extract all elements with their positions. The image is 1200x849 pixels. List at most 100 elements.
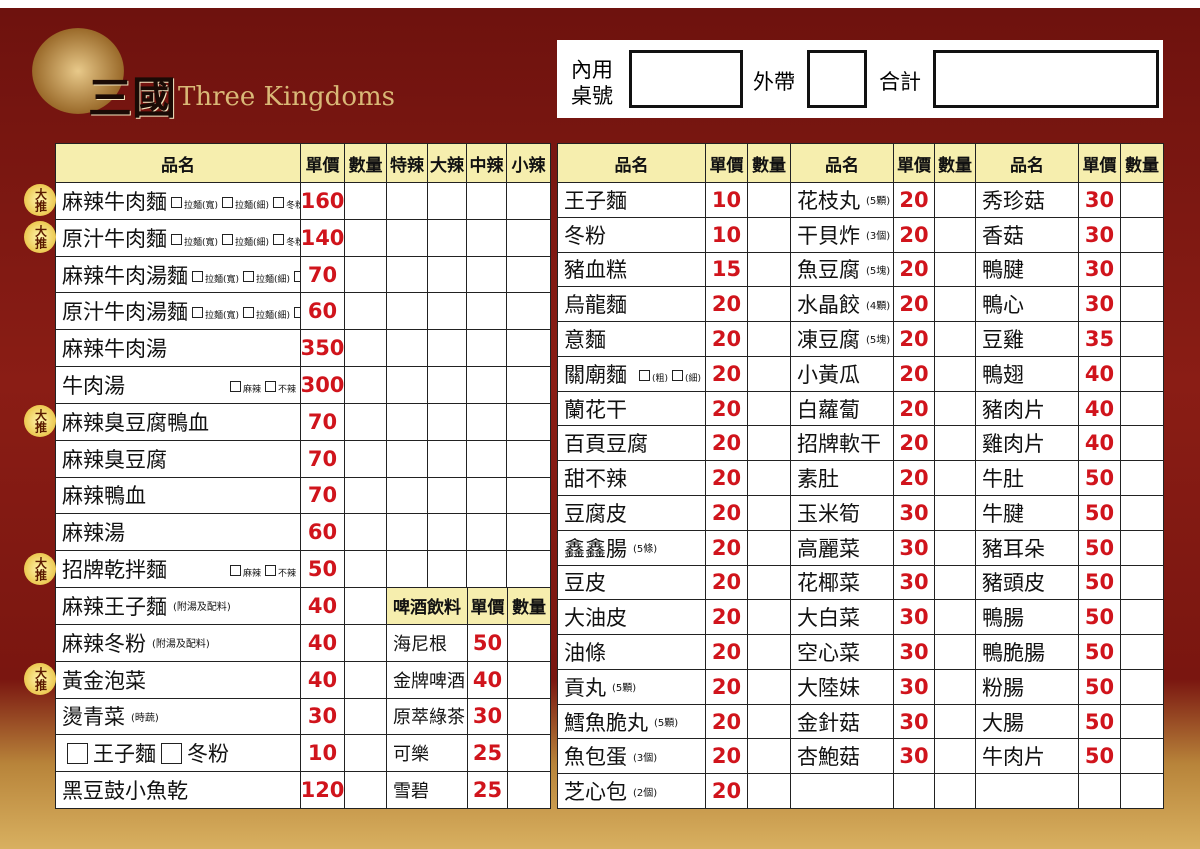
item-note: (5顆) xyxy=(866,196,891,208)
badge: 大推 xyxy=(24,221,56,254)
item-name: 鴨心 xyxy=(975,286,1079,323)
item-price: 20 xyxy=(893,182,935,218)
drink-price: 25 xyxy=(467,734,508,773)
qty-cell xyxy=(1120,599,1164,636)
qty-cell xyxy=(934,286,976,323)
item-note: (3個) xyxy=(633,752,658,764)
item-price: 20 xyxy=(705,668,748,705)
checkbox xyxy=(264,381,276,393)
spice-cell xyxy=(466,513,507,552)
item-name: 豬血糕 xyxy=(557,251,706,288)
header-cell: 單價 xyxy=(893,143,935,183)
item-name: 麻辣冬粉 (附湯及配料) xyxy=(55,623,301,662)
checkbox xyxy=(273,233,285,245)
qty-cell xyxy=(344,623,387,662)
item-name: 烏龍麵 xyxy=(557,286,706,323)
drink-name: 海尼根 xyxy=(386,623,468,662)
item-price: 40 xyxy=(300,660,345,699)
qty-cell xyxy=(934,251,976,288)
item-name: 雞肉片 xyxy=(975,425,1079,462)
item-price: 70 xyxy=(300,402,345,441)
logo-en: Three Kingdoms xyxy=(178,82,395,112)
item-price: 20 xyxy=(705,460,748,496)
spice-cell xyxy=(466,329,507,368)
qty-cell xyxy=(507,734,551,773)
item-note: (附湯及配料) xyxy=(173,602,231,614)
item-name: 燙青菜 (時蔬) xyxy=(55,697,301,736)
spice-cell xyxy=(386,218,428,257)
item-price: 140 xyxy=(300,218,345,257)
item-price: 40 xyxy=(1078,390,1121,427)
spice-cell xyxy=(506,218,551,257)
checkbox xyxy=(229,381,241,393)
qty-cell xyxy=(747,460,791,496)
item-name: 蘭花干 xyxy=(557,390,706,427)
item-name: 招牌軟干 xyxy=(790,425,894,462)
item-price: 70 xyxy=(300,476,345,515)
item-price: 15 xyxy=(705,251,748,288)
options: 拉麵(寬) 拉麵(細) 冬粉 xyxy=(167,189,300,213)
drink-price: 25 xyxy=(467,771,508,809)
item-price: 40 xyxy=(1078,355,1121,392)
item-price: 20 xyxy=(705,529,748,566)
item-note: (5顆) xyxy=(654,718,679,730)
spice-cell xyxy=(386,366,428,404)
item-note: (5塊) xyxy=(866,335,891,347)
header-cell: 數量 xyxy=(344,143,387,183)
header-cell: 數量 xyxy=(1120,143,1164,183)
qty-cell xyxy=(747,599,791,636)
spice-cell xyxy=(466,439,507,478)
table-no-label: 桌號 xyxy=(571,84,613,108)
option: (粗) xyxy=(651,373,668,384)
spice-cell xyxy=(506,182,551,220)
option: 拉麵(細) xyxy=(256,274,291,285)
option: 冬粉 xyxy=(286,237,300,248)
qty-cell xyxy=(747,703,791,740)
spice-cell xyxy=(386,402,428,441)
qty-cell xyxy=(747,529,791,566)
takeout-field[interactable] xyxy=(807,50,867,108)
option: 拉麵(寬) xyxy=(184,237,219,248)
qty-cell xyxy=(1120,634,1164,670)
option: 麻辣 xyxy=(242,569,261,580)
item-name: 大白菜 xyxy=(790,599,894,636)
table-no-field[interactable] xyxy=(629,50,743,108)
item-name: 鴨腸 xyxy=(975,599,1079,636)
empty-cell xyxy=(790,773,894,809)
spice-cell xyxy=(466,476,507,515)
item-name: 干貝炸 (3個) xyxy=(790,216,894,253)
choice: 王子麵 xyxy=(93,742,156,767)
item-price: 30 xyxy=(893,529,935,566)
qty-cell xyxy=(1120,564,1164,601)
qty-cell xyxy=(1120,216,1164,253)
item-name: 杏鮑菇 xyxy=(790,738,894,775)
dine-in-label: 內用 xyxy=(571,58,613,82)
item-name: 大腸 xyxy=(975,703,1079,740)
spice-cell xyxy=(427,182,467,220)
spice-cell xyxy=(466,402,507,441)
qty-cell xyxy=(1120,251,1164,288)
qty-cell xyxy=(747,182,791,218)
spice-cell xyxy=(427,329,467,368)
qty-cell xyxy=(747,355,791,392)
item-note: (附湯及配料) xyxy=(152,639,210,651)
item-price: 30 xyxy=(300,697,345,736)
item-note: (5條) xyxy=(633,544,658,556)
spice-cell xyxy=(427,439,467,478)
item-price: 35 xyxy=(1078,321,1121,357)
item-name: 意麵 xyxy=(557,321,706,357)
spice-cell xyxy=(506,476,551,515)
option: 拉麵(寬) xyxy=(205,274,240,285)
item-name: 豬肉片 xyxy=(975,390,1079,427)
item-price: 60 xyxy=(300,513,345,552)
item-name: 芝心包 (2個) xyxy=(557,773,706,809)
item-price: 50 xyxy=(1078,529,1121,566)
choice: 冬粉 xyxy=(187,742,229,767)
item-price: 160 xyxy=(300,182,345,220)
drink-name: 金牌啤酒 xyxy=(386,660,468,699)
item-name: 金針菇 xyxy=(790,703,894,740)
total-field[interactable] xyxy=(933,50,1159,108)
header-cell: 啤酒飲料 xyxy=(386,587,468,625)
item-price: 50 xyxy=(1078,738,1121,775)
checkbox xyxy=(294,270,300,282)
